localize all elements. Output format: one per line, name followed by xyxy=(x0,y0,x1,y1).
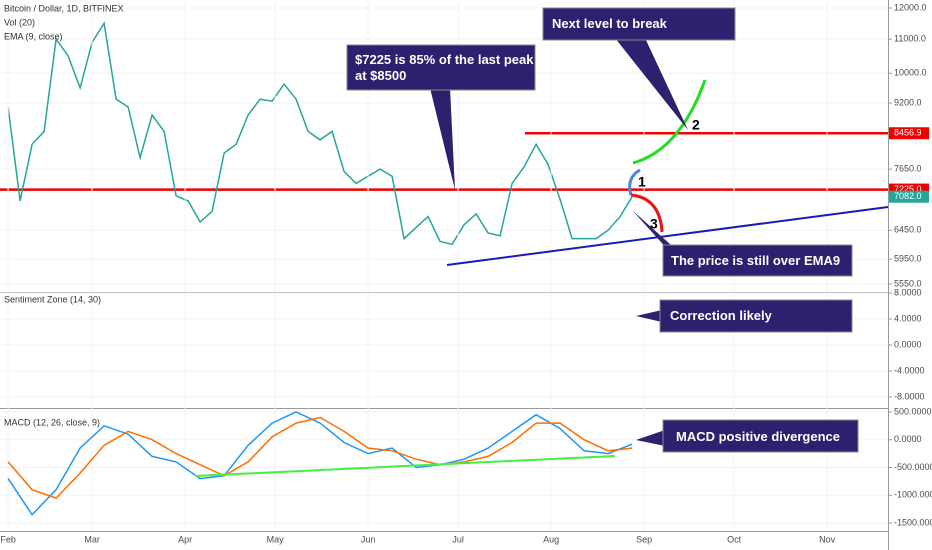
y-tick-label: 6450.0 xyxy=(894,225,922,235)
y-tick-label: -500.0000 xyxy=(894,462,932,472)
callout-pointer xyxy=(636,310,662,322)
y-tick-label: 0.0000 xyxy=(894,434,922,444)
y-tick-label: 5550.0 xyxy=(894,278,922,288)
x-tick-label: Nov xyxy=(819,534,836,544)
y-tick-label: 10000.0 xyxy=(894,68,927,78)
price-marker xyxy=(889,127,929,140)
annotation: The price is still over EMA9 xyxy=(632,210,853,277)
x-tick-label: Oct xyxy=(727,534,742,544)
x-tick-label: Mar xyxy=(84,534,100,544)
y-tick-label: 8.0000 xyxy=(894,287,922,297)
chart-title: Bitcoin / Dollar, 1D, BITFINEX xyxy=(4,3,124,13)
annotation: MACD positive divergence xyxy=(636,419,859,453)
callout-box xyxy=(659,299,853,333)
y-tick-label: 9200.0 xyxy=(894,97,922,107)
x-tick-label: Aug xyxy=(543,534,559,544)
callout-box xyxy=(662,244,853,277)
callout-box xyxy=(662,419,859,453)
price-marker xyxy=(889,190,929,203)
wave-curve xyxy=(628,168,641,196)
divergence-line xyxy=(194,455,616,477)
wave-label: 2 xyxy=(692,117,700,133)
callout-pointer xyxy=(636,430,665,446)
y-tick-label: -4.0000 xyxy=(894,365,925,375)
y-tick-label: 500.0000 xyxy=(894,406,932,416)
y-tick-label: -1000.0000 xyxy=(894,490,932,500)
y-tick-label: 7650.0 xyxy=(894,163,922,173)
y-tick-label: -1500.0000 xyxy=(894,517,932,527)
callout-pointer xyxy=(430,88,455,190)
data-line xyxy=(7,416,633,499)
annotation: $7225 is 85% of the last peak at $8500 xyxy=(346,44,536,190)
wave-label: 3 xyxy=(650,216,658,232)
x-tick-label: Jun xyxy=(361,534,376,544)
x-tick-label: Feb xyxy=(0,534,16,544)
data-line xyxy=(7,21,633,246)
price-marker-label: 8456.9 xyxy=(894,128,922,138)
annotation-text: $7225 is 85% of the last peak xyxy=(355,52,534,67)
price-marker-label: 7225.0 xyxy=(894,184,922,194)
x-tick-label: May xyxy=(267,534,285,544)
data-line xyxy=(7,411,633,516)
indicator-label: Vol (20) xyxy=(4,17,35,27)
price-marker-label: 7082.0 xyxy=(894,191,922,201)
callout-pointer xyxy=(615,38,688,130)
annotation-text: at $8500 xyxy=(355,68,406,83)
annotation: Next level to break xyxy=(542,7,736,130)
x-tick-label: Jul xyxy=(452,534,464,544)
y-tick-label: 11000.0 xyxy=(894,34,926,44)
indicator-label: EMA (9, close) xyxy=(4,31,63,41)
y-tick-label: -8.0000 xyxy=(894,391,925,401)
panel-title: MACD (12, 26, close, 9) xyxy=(4,417,100,427)
annotation-text: MACD positive divergence xyxy=(676,429,840,444)
x-tick-label: Sep xyxy=(636,534,652,544)
wave-label: 1 xyxy=(638,174,646,190)
trend-line xyxy=(446,206,889,266)
wave-curve xyxy=(632,79,707,165)
annotation-text: Next level to break xyxy=(552,16,668,31)
annotation-text: Correction likely xyxy=(670,308,773,323)
y-tick-label: 4.0000 xyxy=(894,313,922,323)
wave-curve xyxy=(630,193,664,233)
callout-box xyxy=(346,44,536,91)
panel-title: Sentiment Zone (14, 30) xyxy=(4,294,101,304)
annotation: Correction likely xyxy=(636,299,853,333)
callout-box xyxy=(542,7,736,41)
y-tick-label: 0.0000 xyxy=(894,339,922,349)
x-tick-label: Apr xyxy=(178,534,192,544)
annotation-text: The price is still over EMA9 xyxy=(671,253,840,268)
y-tick-label: 12000.0 xyxy=(894,2,927,12)
y-tick-label: 5950.0 xyxy=(894,253,922,263)
